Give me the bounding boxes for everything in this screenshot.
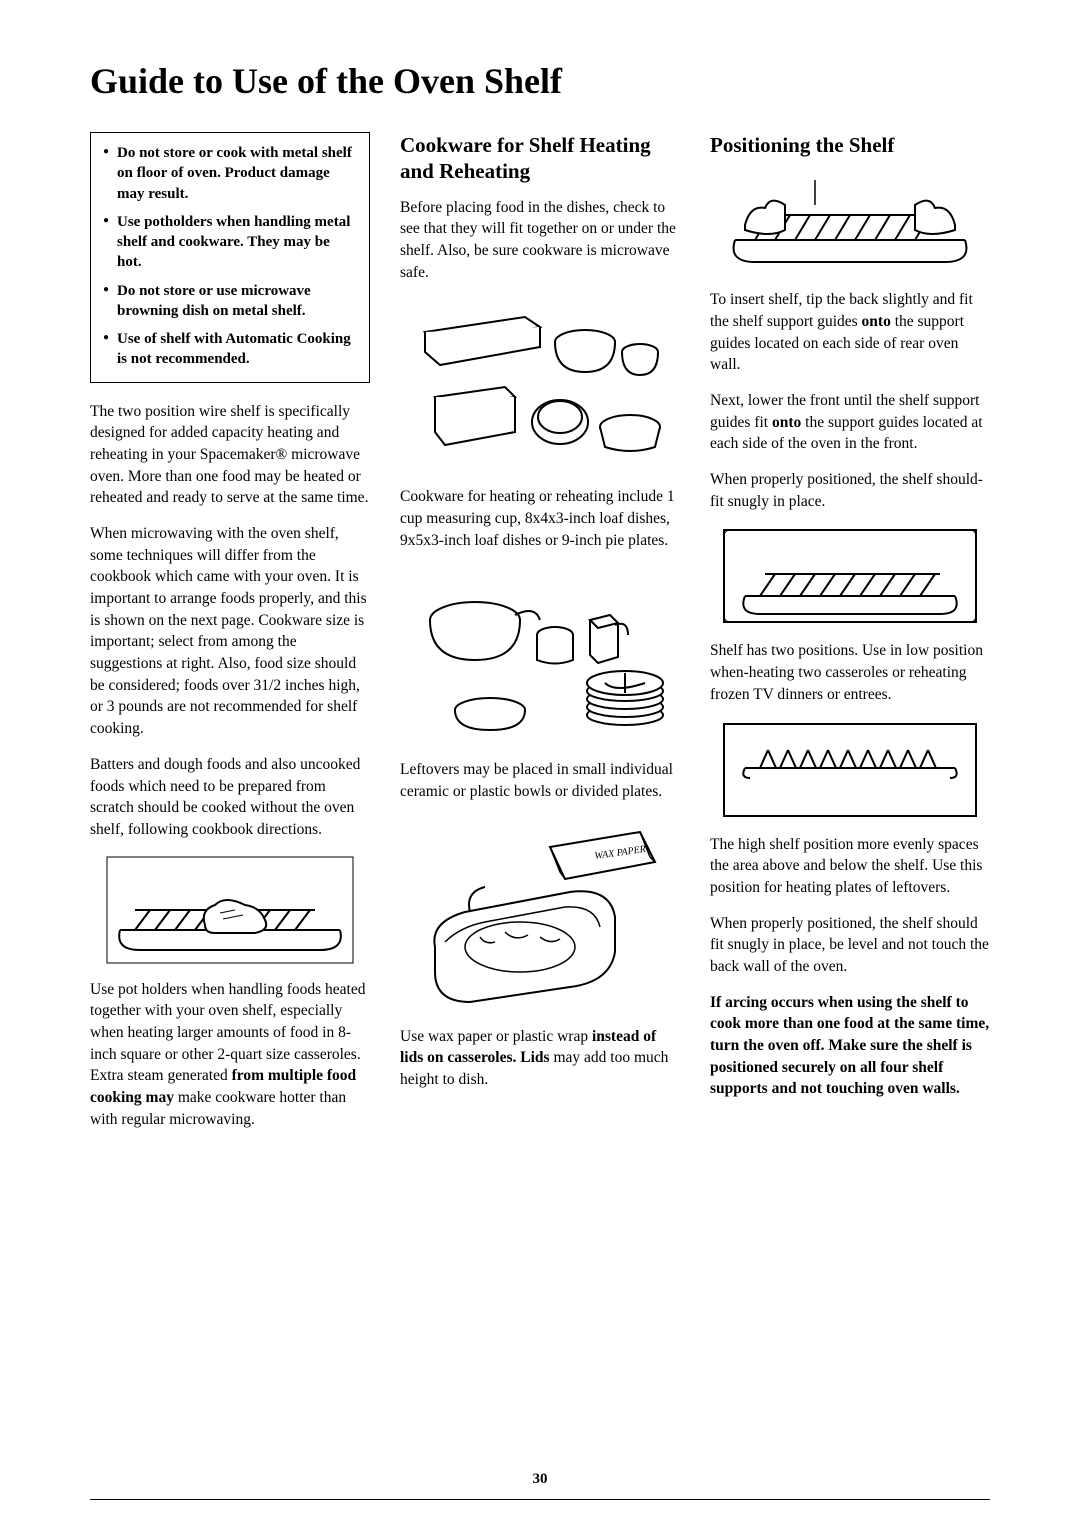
body-paragraph: Use pot holders when handling foods heat… xyxy=(90,979,370,1131)
section-heading-cookware: Cookware for Shelf Heating and Reheating xyxy=(400,132,680,185)
illustration-wax-paper: WAX PAPER xyxy=(400,817,680,1012)
warning-item: Do not store or use microwave browning d… xyxy=(103,281,357,322)
section-heading-positioning: Positioning the Shelf xyxy=(710,132,990,158)
body-paragraph: Before placing food in the dishes, check… xyxy=(400,197,680,284)
content-columns: Do not store or cook with metal shelf on… xyxy=(90,132,990,1144)
column-2: Cookware for Shelf Heating and Reheating… xyxy=(400,132,680,1144)
footer-rule xyxy=(90,1499,990,1500)
warning-item: Use potholders when handling metal shelf… xyxy=(103,212,357,273)
body-paragraph: If arcing occurs when using the shelf to… xyxy=(710,992,990,1100)
illustration-shelf-low xyxy=(710,526,990,626)
body-paragraph: When properly positioned, the shelf shou… xyxy=(710,469,990,512)
page-title: Guide to Use of the Oven Shelf xyxy=(90,60,990,102)
illustration-cookware-2 xyxy=(400,565,680,745)
column-1: Do not store or cook with metal shelf on… xyxy=(90,132,370,1144)
body-paragraph: The two position wire shelf is specifica… xyxy=(90,401,370,509)
illustration-shelf-hand xyxy=(90,855,370,965)
body-paragraph: Leftovers may be placed in small individ… xyxy=(400,759,680,802)
body-paragraph: When microwaving with the oven shelf, so… xyxy=(90,523,370,740)
body-paragraph: The high shelf position more evenly spac… xyxy=(710,834,990,899)
illustration-insert-shelf xyxy=(710,170,990,275)
body-paragraph: Next, lower the front until the shelf su… xyxy=(710,390,990,455)
page-number: 30 xyxy=(0,1471,1080,1488)
body-paragraph: Shelf has two positions. Use in low posi… xyxy=(710,640,990,705)
warning-box: Do not store or cook with metal shelf on… xyxy=(90,132,370,383)
body-paragraph: Batters and dough foods and also uncooke… xyxy=(90,754,370,841)
illustration-shelf-high xyxy=(710,720,990,820)
body-paragraph: When properly positioned, the shelf shou… xyxy=(710,913,990,978)
illustration-cookware-1 xyxy=(400,297,680,472)
body-paragraph: Cookware for heating or reheating includ… xyxy=(400,486,680,551)
column-3: Positioning the Shelf To insert shel xyxy=(710,132,990,1144)
body-paragraph: Use wax paper or plastic wrap instead of… xyxy=(400,1026,680,1091)
warning-item: Use of shelf with Automatic Cooking is n… xyxy=(103,329,357,370)
body-paragraph: To insert shelf, tip the back slightly a… xyxy=(710,289,990,376)
warning-item: Do not store or cook with metal shelf on… xyxy=(103,143,357,204)
